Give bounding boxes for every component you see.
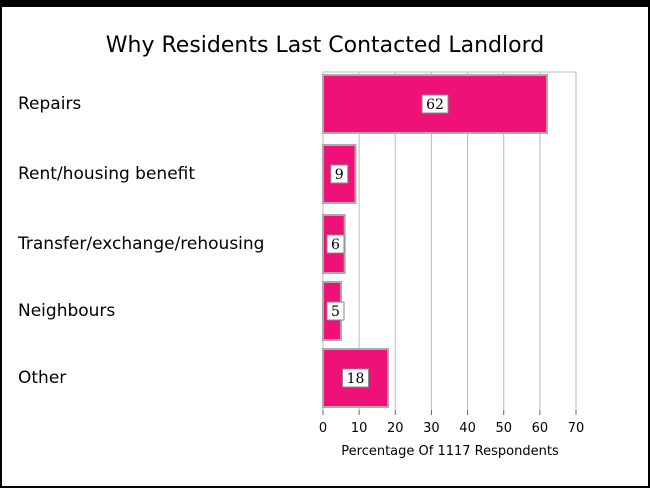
category-label-3: Neighbours <box>18 301 116 321</box>
category-label-1: Rent/housing benefit <box>18 164 196 184</box>
category-label-2: Transfer/exchange/rehousing <box>18 234 265 254</box>
x-axis-title: Percentage Of 1117 Respondents <box>341 444 559 459</box>
tick-label-40: 40 <box>459 421 476 436</box>
tick-label-50: 50 <box>495 421 512 436</box>
value-labels: 62 9 6 5 18 <box>326 94 449 388</box>
value-label-3: 5 <box>331 304 340 320</box>
value-label-box-1 <box>330 164 349 184</box>
tick-label-60: 60 <box>532 421 549 436</box>
chart-frame-top-border <box>0 0 650 7</box>
value-label-2: 6 <box>331 237 340 253</box>
tick-label-0: 0 <box>319 421 327 436</box>
tick-label-20: 20 <box>387 421 404 436</box>
value-label-4: 18 <box>347 371 365 387</box>
value-label-box-3 <box>326 301 345 321</box>
value-label-1: 9 <box>335 167 344 183</box>
category-label-4: Other <box>18 368 67 388</box>
value-label-box-2 <box>326 234 345 254</box>
value-label-box-0 <box>421 94 449 114</box>
tick-label-70: 70 <box>568 421 585 436</box>
tick-label-30: 30 <box>423 421 440 436</box>
tick-label-10: 10 <box>351 421 368 436</box>
chart-title: Why Residents Last Contacted Landlord <box>105 33 545 58</box>
value-label-0: 62 <box>426 97 444 113</box>
value-label-box-4 <box>342 368 370 388</box>
bars <box>322 74 549 408</box>
category-label-0: Repairs <box>18 94 82 114</box>
x-axis-ticks: 0 10 20 30 40 50 60 70 <box>319 410 584 436</box>
